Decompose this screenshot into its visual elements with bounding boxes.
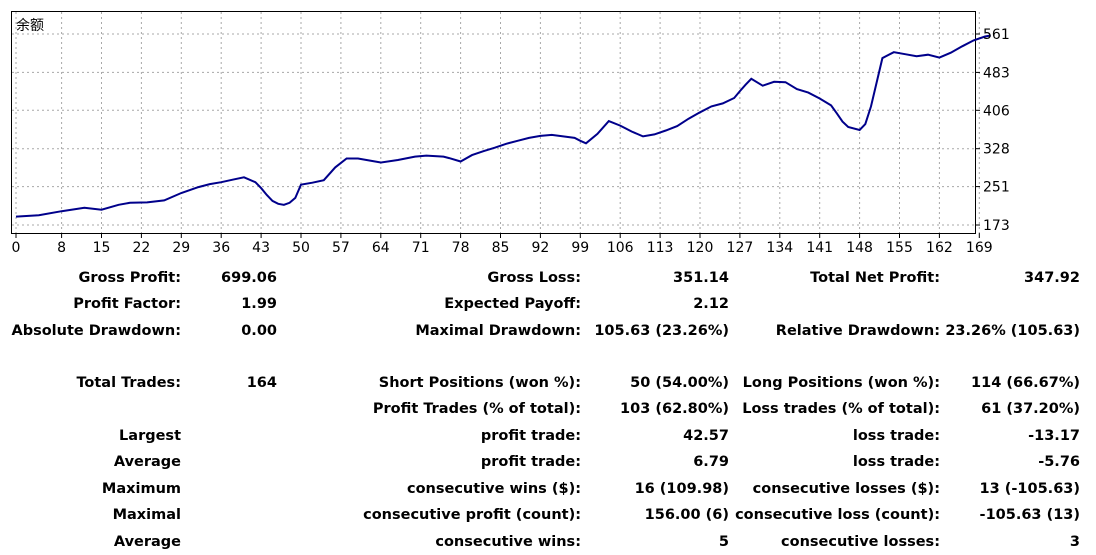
largest-profit-value: 42.57 (683, 428, 729, 444)
expected-payoff-value: 2.12 (693, 296, 729, 312)
x-tick-label: 92 (531, 240, 549, 256)
profit-trades-label: Profit Trades (% of total): (372, 401, 581, 417)
maximal-consecutive-profit-value: 156.00 (6) (644, 507, 729, 523)
x-tick-label: 120 (687, 240, 714, 256)
x-tick-label: 78 (452, 240, 470, 256)
average-label: Average (113, 454, 181, 470)
maximum-label: Maximum (101, 481, 181, 497)
balance-line (15, 34, 991, 218)
maximal-drawdown-label: Maximal Drawdown: (415, 323, 581, 339)
x-tick-label: 43 (252, 240, 270, 256)
relative-drawdown-value: 23.26% (105.63) (945, 323, 1080, 339)
largest-loss-value: -13.17 (1028, 428, 1080, 444)
total-trades-value: 164 (246, 375, 277, 391)
x-tick-label: 36 (212, 240, 230, 256)
total-net-profit-value: 347.92 (1024, 270, 1080, 286)
x-tick-label: 0 (12, 240, 21, 256)
profit-trades-value: 103 (62.80%) (620, 401, 729, 417)
y-tick-label: 406 (983, 103, 1010, 119)
x-tick-label: 148 (846, 240, 873, 256)
total-trades-label: Total Trades: (76, 375, 181, 391)
maximal-consecutive-loss-value: -105.63 (13) (979, 507, 1080, 523)
gross-profit-label: Gross Profit: (78, 270, 181, 286)
statistics-panel: Gross Profit: 699.06 Gross Loss: 351.14 … (0, 262, 1096, 555)
gross-loss-value: 351.14 (673, 270, 729, 286)
absolute-drawdown-value: 0.00 (241, 323, 277, 339)
long-positions-label: Long Positions (won %): (742, 375, 940, 391)
maximal-consecutive-profit-label: consecutive profit (count): (363, 507, 581, 523)
x-tick-label: 99 (571, 240, 589, 256)
average-profit-value: 6.79 (693, 454, 729, 470)
gross-loss-label: Gross Loss: (487, 270, 581, 286)
x-tick-label: 57 (332, 240, 350, 256)
average-consecutive-wins-value: 5 (718, 534, 729, 550)
x-tick-label: 50 (292, 240, 310, 256)
x-axis: 0 8 15 22 29 36 43 50 57 64 71 78 85 92 99 106 113 120 127… (12, 233, 993, 256)
y-tick-label: 483 (983, 65, 1010, 81)
x-tick-label: 113 (647, 240, 674, 256)
average-consecutive-label: Average (113, 534, 181, 550)
y-axis: 561 483 406 328 251 173 (975, 27, 1010, 234)
largest-label: Largest (119, 428, 181, 444)
average-loss-label: loss trade: (852, 454, 940, 470)
loss-trades-value: 61 (37.20%) (981, 401, 1080, 417)
max-consecutive-losses-value: 13 (-105.63) (979, 481, 1080, 497)
y-tick-label: 561 (983, 27, 1010, 43)
x-tick-label: 85 (492, 240, 510, 256)
relative-drawdown-label: Relative Drawdown: (775, 323, 940, 339)
chart-title: 余额 (16, 17, 44, 34)
x-tick-label: 162 (926, 240, 953, 256)
x-tick-label: 127 (727, 240, 754, 256)
x-tick-label: 8 (57, 240, 66, 256)
x-tick-label: 155 (886, 240, 913, 256)
average-consecutive-losses-value: 3 (1069, 534, 1080, 550)
profit-factor-label: Profit Factor: (73, 296, 181, 312)
largest-profit-label: profit trade: (480, 428, 581, 444)
x-tick-label: 106 (607, 240, 634, 256)
short-positions-value: 50 (54.00%) (630, 375, 729, 391)
absolute-drawdown-label: Absolute Drawdown: (11, 323, 181, 339)
grid-lines (12, 12, 980, 233)
largest-loss-label: loss trade: (852, 428, 940, 444)
maximal-label: Maximal (112, 507, 181, 523)
loss-trades-label: Loss trades (% of total): (742, 401, 940, 417)
x-tick-label: 134 (766, 240, 793, 256)
x-tick-label: 71 (412, 240, 430, 256)
average-profit-label: profit trade: (480, 454, 581, 470)
x-tick-label: 22 (132, 240, 150, 256)
expected-payoff-label: Expected Payoff: (444, 296, 581, 312)
y-tick-label: 251 (983, 180, 1010, 196)
average-consecutive-losses-label: consecutive losses: (781, 534, 940, 550)
maximal-drawdown-value: 105.63 (23.26%) (594, 323, 729, 339)
long-positions-value: 114 (66.67%) (971, 375, 1080, 391)
max-consecutive-wins-value: 16 (109.98) (634, 481, 729, 497)
x-tick-label: 141 (806, 240, 833, 256)
average-loss-value: -5.76 (1038, 454, 1080, 470)
short-positions-label: Short Positions (won %): (378, 375, 581, 391)
max-consecutive-losses-label: consecutive losses ($): (752, 481, 940, 497)
x-tick-label: 15 (93, 240, 111, 256)
total-net-profit-label: Total Net Profit: (810, 270, 940, 286)
maximal-consecutive-loss-label: consecutive loss (count): (735, 507, 940, 523)
x-tick-label: 169 (966, 240, 993, 256)
average-consecutive-wins-label: consecutive wins: (435, 534, 581, 550)
profit-factor-value: 1.99 (241, 296, 277, 312)
gross-profit-value: 699.06 (221, 270, 277, 286)
x-tick-label: 29 (172, 240, 190, 256)
max-consecutive-wins-label: consecutive wins ($): (406, 481, 581, 497)
y-tick-label: 328 (983, 142, 1010, 158)
x-tick-label: 64 (372, 240, 390, 256)
balance-chart: 0 8 15 22 29 36 43 50 57 64 71 78 85 92 99 106 113 120 127… (11, 11, 1010, 256)
y-tick-label: 173 (983, 218, 1010, 234)
plot-area (11, 11, 976, 234)
